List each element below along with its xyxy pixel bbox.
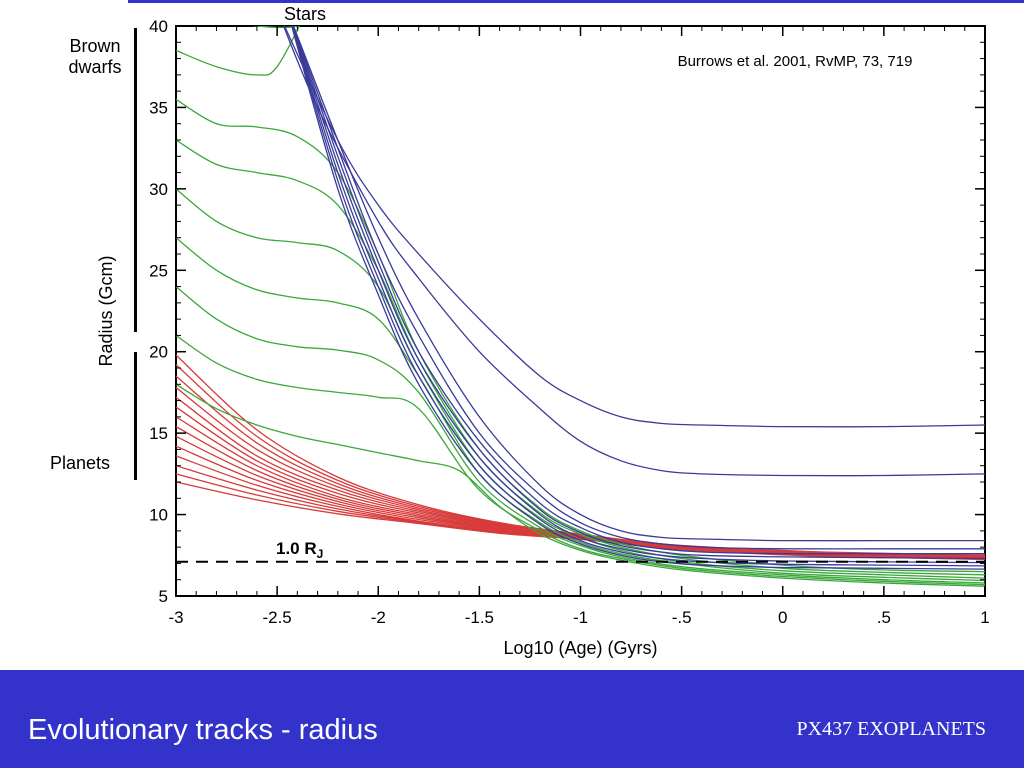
brown-dwarfs-label-line2: dwarfs [68, 57, 122, 77]
stars-track-2 [282, 26, 985, 477]
series-layer [176, 26, 985, 587]
brown-dwarfs-label-line1: Brown [69, 36, 121, 56]
brown-dwarfs-label: Brown dwarfs [40, 36, 150, 78]
brown-dwarfs-track-2 [176, 26, 301, 76]
slide-title: Evolutionary tracks - radius [28, 714, 378, 746]
y-tick-label: 10 [149, 506, 168, 525]
planets-label: Planets [49, 453, 111, 473]
x-tick-label: -2 [371, 608, 386, 627]
x-tick-label: -1 [573, 608, 588, 627]
stars-track-5 [292, 26, 985, 555]
planets-track-3 [176, 375, 985, 557]
brown-dwarfs-track-8 [176, 334, 985, 586]
axis-labels: Log10 (Age) (Gyrs) Radius (Gcm) [96, 255, 658, 658]
stars-track-6 [291, 26, 985, 560]
brown-dwarfs-track-6 [176, 237, 985, 582]
x-tick-label: -3 [168, 608, 183, 627]
brown-dwarfs-track-4 [176, 139, 985, 576]
y-tick-label: 30 [149, 180, 168, 199]
x-tick-label: .5 [877, 608, 891, 627]
brown-dwarfs-track-9 [176, 383, 985, 587]
stars-track-3 [292, 26, 985, 542]
y-tick-label: 40 [149, 17, 168, 36]
citation: Burrows et al. 2001, RvMP, 73, 719 [677, 53, 913, 70]
planets-track-1 [176, 354, 985, 556]
reference-line-label: 1.0 RJ [276, 539, 323, 561]
x-tick-label: 0 [778, 608, 787, 627]
reference-line-subscript: J [317, 547, 324, 561]
y-tick-label: 15 [149, 424, 168, 443]
y-tick-label: 25 [149, 261, 168, 280]
stars-track-9 [291, 26, 985, 570]
x-tick-label: -.5 [672, 608, 692, 627]
x-axis-label: Log10 (Age) (Gyrs) [503, 638, 657, 658]
y-tick-label: 20 [149, 343, 168, 362]
top-rule [128, 0, 1024, 3]
y-tick-label: 35 [149, 98, 168, 117]
stars-track-8 [291, 26, 985, 567]
brown-dwarfs-track-5 [176, 188, 985, 579]
y-axis-label: Radius (Gcm) [96, 255, 116, 366]
y-tick-label: 5 [159, 587, 168, 606]
planets-bracket [134, 352, 137, 480]
brown-dwarfs-track-7 [176, 286, 985, 584]
stars-label: Stars [283, 4, 326, 24]
course-name: PX437 EXOPLANETS [796, 718, 986, 740]
plot-frame [175, 25, 986, 597]
reference-line-group: 1.0 RJ [176, 539, 985, 563]
x-tick-label: -2.5 [262, 608, 291, 627]
x-tick-label: 1 [980, 608, 989, 627]
stars-track-4 [292, 26, 985, 550]
stars-track-7 [291, 26, 985, 564]
stars-track-1 [283, 26, 985, 428]
brown-dwarfs-bracket [134, 28, 137, 332]
x-tick-label: -1.5 [465, 608, 494, 627]
footer-banner: Evolutionary tracks - radius PX437 EXOPL… [0, 670, 1024, 768]
